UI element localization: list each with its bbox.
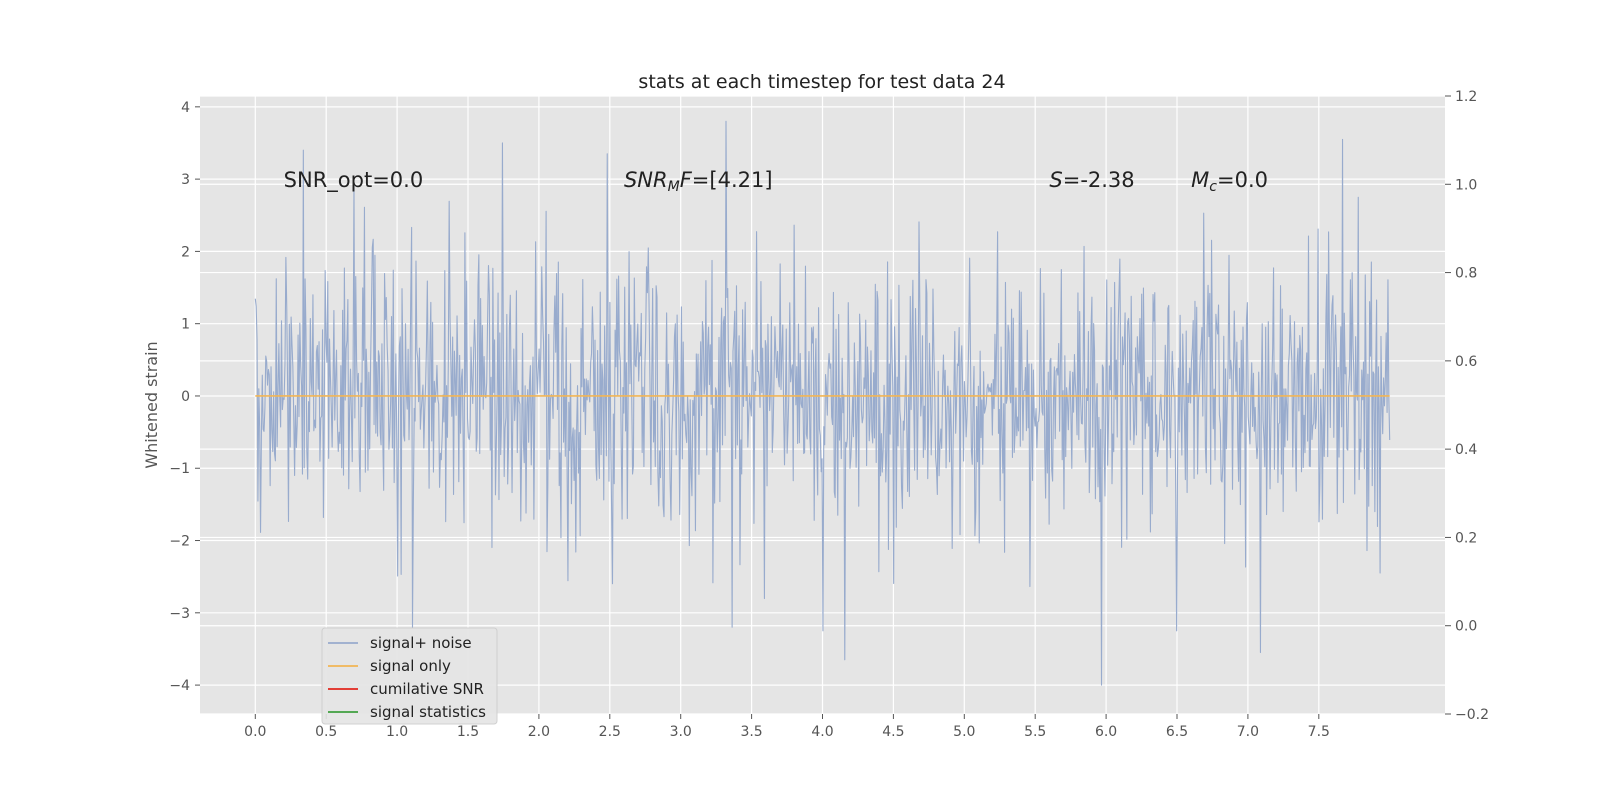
x-tick-label: 4.5 [882, 724, 904, 740]
x-tick-label: 1.5 [457, 724, 479, 740]
stat-annotation-part: F [680, 168, 693, 192]
chart-title: stats at each timestep for test data 24 [638, 71, 1005, 93]
legend-entry: cumilative SNR [370, 680, 484, 698]
stat-annotation-part: c [1209, 179, 1217, 195]
x-tick-label: 3.0 [670, 724, 692, 740]
x-tick-label: 6.0 [1095, 724, 1117, 740]
stat-annotation: SNRMF=[4.21] [624, 168, 773, 195]
x-tick-label: 5.5 [1024, 724, 1046, 740]
y2-tick-label: 0.2 [1455, 530, 1477, 546]
annotations: SNR_opt=0.0 SNRMF=[4.21] S=-2.38 Mc=0.0 [284, 168, 1268, 195]
stat-annotation: S=-2.38 [1049, 168, 1134, 192]
legend-box [321, 627, 498, 725]
y-tick-label: −1 [169, 461, 190, 477]
legend-entry: signal+ noise [370, 634, 472, 652]
x-tick-label: 7.5 [1308, 724, 1330, 740]
stat-annotation: SNR_opt=0.0 [284, 168, 424, 193]
y2-tick-label: 0.4 [1455, 442, 1477, 458]
legend-entry: signal only [370, 657, 451, 675]
y2-tick-label: −0.2 [1455, 707, 1489, 723]
series-signal-noise [254, 120, 1391, 686]
y-axis-label: Whitened strain [142, 341, 161, 468]
y-tick-label: 3 [181, 172, 190, 188]
stat-annotation-part: M [668, 179, 680, 195]
x-tick-label: 5.0 [953, 724, 975, 740]
y-tick-label: −4 [169, 678, 190, 694]
stat-annotation-part: SNR [624, 168, 668, 192]
x-tick-label: 2.0 [528, 724, 550, 740]
y-tick-label: 4 [181, 100, 190, 116]
stat-annotation-part: =-2.38 [1063, 168, 1135, 192]
x-tick-label: 4.0 [811, 724, 833, 740]
series-layer [254, 120, 1391, 686]
x-tick-label: 0.5 [315, 724, 337, 740]
y-tick-label: 2 [181, 244, 190, 260]
y2-tick-label: 1.0 [1455, 177, 1477, 193]
x-tick-label: 3.5 [740, 724, 762, 740]
y-tick-label: 1 [181, 317, 190, 333]
legend-entry: signal statistics [370, 703, 486, 721]
x-tick-label: 7.0 [1237, 724, 1259, 740]
x-tick-label: 2.5 [599, 724, 621, 740]
y2-tick-label: 0.6 [1455, 354, 1477, 370]
y-tick-label: −2 [169, 534, 190, 550]
stat-annotation-part: =0.0 [1217, 168, 1268, 192]
legend: signal+ noise signal only cumilative SNR si… [321, 627, 498, 725]
y-tick-label: 0 [181, 389, 190, 405]
stat-annotation-part: M [1191, 168, 1209, 192]
y2-tick-label: 0.0 [1455, 619, 1477, 635]
stat-annotation: Mc=0.0 [1191, 168, 1268, 195]
y2-tick-label: 0.8 [1455, 266, 1477, 282]
x-tick-label: 1.0 [386, 724, 408, 740]
stat-annotation-part: =[4.21] [692, 168, 773, 192]
y2-tick-label: 1.2 [1455, 89, 1477, 105]
y-tick-label: −3 [169, 606, 190, 622]
x-tick-label: 0.0 [244, 724, 266, 740]
axes: 0.0 0.5 1.0 1.5 2.0 2.5 3.0 3.5 4.0 4.5 5.0 5.5 6.0 6… [169, 89, 1489, 740]
stat-annotation-part: S [1049, 168, 1062, 192]
x-tick-label: 6.5 [1166, 724, 1188, 740]
